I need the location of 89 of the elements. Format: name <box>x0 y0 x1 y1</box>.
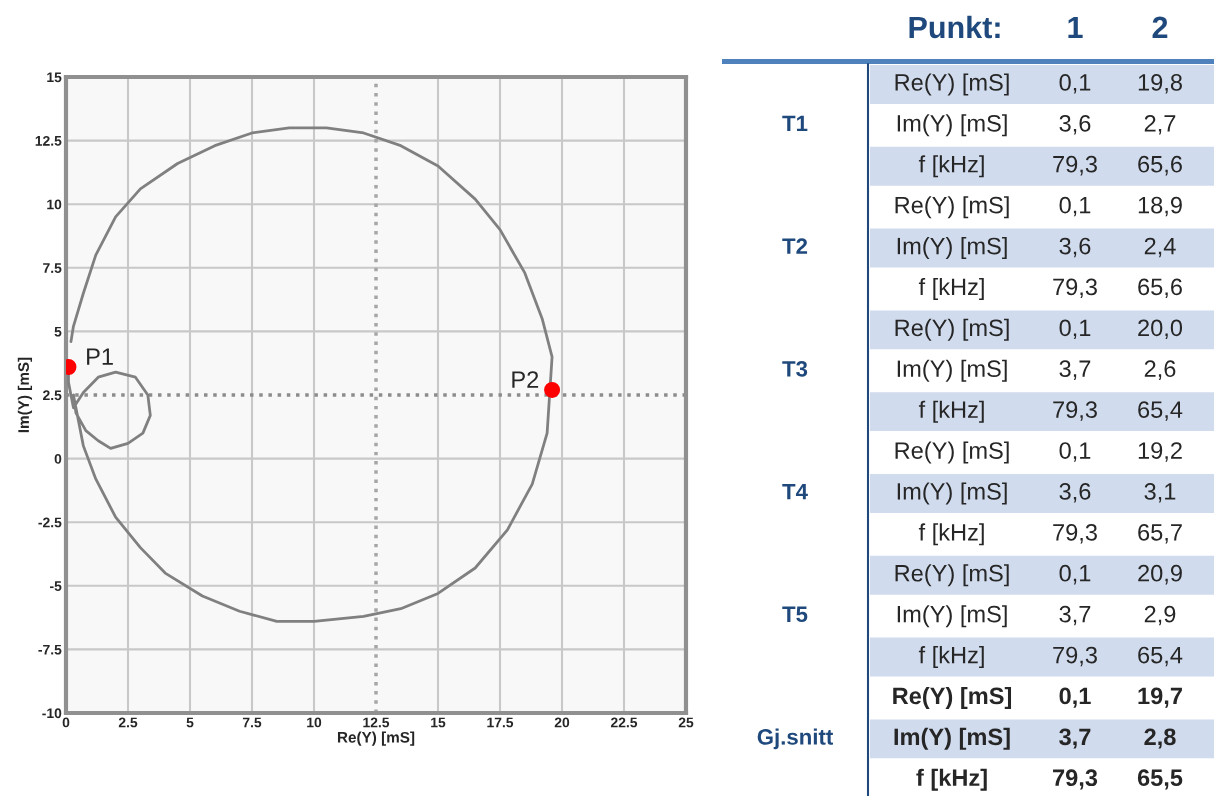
text: 0,1 <box>1059 196 1091 217</box>
text: 2,8 <box>1144 728 1176 749</box>
y-tick-label: -10 <box>42 708 62 719</box>
y-axis-title: Im(Y) [mS] <box>17 357 33 433</box>
x-tick-label: 10 <box>307 717 322 728</box>
x-tick-label: 12.5 <box>363 717 390 728</box>
category-label: Gj.snitt <box>757 728 833 750</box>
text: 3,7 <box>1059 728 1091 749</box>
category-label: T5 <box>782 606 808 623</box>
y-tick-label: -5 <box>50 581 62 591</box>
text: 3,6 <box>1059 114 1091 135</box>
y-tick-label: 0 <box>54 453 62 464</box>
x-tick-label: 17.5 <box>487 717 514 728</box>
text: 2,6 <box>1144 360 1176 380</box>
category-label: f [kHz] <box>918 646 984 669</box>
category-label: Re(Y) [mS] <box>895 441 1009 464</box>
category-label: T3 <box>782 360 808 377</box>
text: 3,6 <box>1059 483 1091 503</box>
x-tick-label: 5 <box>186 717 194 728</box>
text: 19,7 <box>1138 687 1182 708</box>
text: 19,8 <box>1138 74 1182 94</box>
text: 0,1 <box>1059 687 1091 708</box>
category-label: T4 <box>782 483 808 500</box>
text: 65,4 <box>1138 646 1183 667</box>
category-label: f [kHz] <box>918 523 984 546</box>
text: 79,3 <box>1053 769 1098 790</box>
annotation: P1 <box>87 348 113 365</box>
x-axis-title: Re(Y) [mS] <box>337 731 415 746</box>
x-tick-label: 25 <box>678 717 694 728</box>
y-tick-label: 7.5 <box>43 263 62 273</box>
text: Punkt: <box>909 15 1000 39</box>
text: 79,3 <box>1053 278 1097 299</box>
category-label: Re(Y) [mS] <box>895 318 1009 341</box>
text: 18,9 <box>1138 196 1182 217</box>
text: 79,3 <box>1053 646 1097 667</box>
text: 0,1 <box>1059 319 1091 339</box>
category-label: Im(Y) [mS] <box>897 359 1007 382</box>
text: 0,1 <box>1059 442 1091 462</box>
annotation: P2 <box>512 371 539 388</box>
text: 65,4 <box>1138 401 1183 421</box>
text: 65,6 <box>1138 155 1182 176</box>
text: 79,3 <box>1053 155 1097 176</box>
text: 0,1 <box>1059 74 1091 94</box>
text: 0,1 <box>1059 564 1091 585</box>
text: 65,6 <box>1138 278 1182 299</box>
text: 3,1 <box>1144 483 1176 503</box>
category-label: Re(Y) [mS] <box>895 196 1009 219</box>
category-label: T1 <box>782 115 808 132</box>
y-tick-label: 5 <box>54 326 62 337</box>
category-label: 2 <box>1152 16 1168 38</box>
text: 65,7 <box>1138 523 1182 544</box>
category-label: Re(Y) [mS] <box>895 73 1009 96</box>
text: 79,3 <box>1053 523 1097 544</box>
text: 20,9 <box>1138 564 1182 585</box>
text: 2,7 <box>1144 114 1176 135</box>
text: 20,0 <box>1138 319 1183 339</box>
x-tick-label: 2.5 <box>118 717 138 728</box>
y-tick-label: -2.5 <box>38 517 62 528</box>
x-tick-label: 22.5 <box>610 717 638 728</box>
text: 3,7 <box>1059 360 1091 380</box>
category-label: Im(Y) [mS] <box>897 482 1007 505</box>
y-tick-label: 2.5 <box>43 390 62 401</box>
x-tick-label: 20 <box>554 717 570 728</box>
category-label: Im(Y) [mS] <box>897 114 1007 137</box>
text: 65,5 <box>1137 769 1183 790</box>
text: 2,4 <box>1144 237 1176 258</box>
category-label: Im(Y) [mS] <box>897 237 1007 260</box>
x-tick-label: 0 <box>62 717 70 728</box>
category-label: Im(Y) [mS] <box>897 605 1007 628</box>
category-label: T2 <box>782 238 808 254</box>
category-label: Re(Y) [mS] <box>895 564 1009 587</box>
y-tick-label: -7.5 <box>38 644 62 655</box>
y-tick-label: 15 <box>47 72 62 83</box>
y-tick-label: 10 <box>47 199 62 210</box>
category-label: Im(Y) [mS] <box>894 727 1010 750</box>
text: 3,6 <box>1059 237 1091 258</box>
text: 19,2 <box>1138 442 1182 462</box>
category-label: f [kHz] <box>918 277 984 300</box>
text: 2,9 <box>1144 605 1176 626</box>
y-tick-label: 12.5 <box>35 135 62 146</box>
category-label: Re(Y) [mS] <box>893 686 1012 709</box>
category-label: 1 <box>1068 16 1083 38</box>
x-tick-label: 7.5 <box>242 717 262 728</box>
category-label: f [kHz] <box>918 155 984 178</box>
x-tick-label: 15 <box>431 717 446 728</box>
category-label: f [kHz] <box>916 768 987 791</box>
text: 79,3 <box>1053 401 1097 421</box>
text: 3,7 <box>1059 605 1091 626</box>
category-label: f [kHz] <box>918 400 984 423</box>
